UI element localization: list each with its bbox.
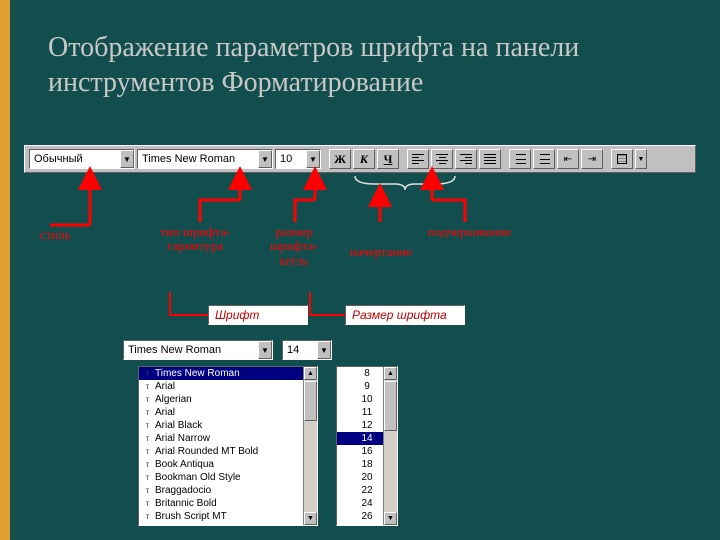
font-list-item-label: Arial Black bbox=[155, 419, 202, 432]
font-list-item[interactable]: ᴛBook Antiqua bbox=[139, 458, 317, 471]
size-list-item-label: 9 bbox=[364, 380, 370, 393]
size-combo-large-text: 14 bbox=[283, 344, 317, 356]
truetype-icon: ᴛ bbox=[143, 499, 152, 508]
scroll-thumb[interactable] bbox=[304, 381, 317, 421]
font-dropdown-list[interactable]: ᴛTimes New RomanᴛArialᴛAlgerianᴛArialᴛAr… bbox=[138, 366, 318, 526]
size-list-item-label: 26 bbox=[361, 510, 372, 523]
truetype-icon: ᴛ bbox=[143, 408, 152, 417]
truetype-icon: ᴛ bbox=[143, 382, 152, 391]
size-list-item-label: 8 bbox=[364, 367, 370, 380]
scrollbar[interactable]: ▲ ▼ bbox=[303, 367, 317, 525]
truetype-icon: ᴛ bbox=[143, 434, 152, 443]
scroll-up-button[interactable]: ▲ bbox=[384, 367, 397, 380]
scroll-down-button[interactable]: ▼ bbox=[384, 512, 397, 525]
size-list-item-label: 10 bbox=[361, 393, 372, 406]
callout-weight: начертание bbox=[350, 245, 412, 259]
truetype-icon: ᴛ bbox=[143, 473, 152, 482]
font-list-item-label: Arial bbox=[155, 406, 175, 419]
font-list-item[interactable]: ᴛBraggadocio bbox=[139, 484, 317, 497]
scroll-up-button[interactable]: ▲ bbox=[304, 367, 317, 380]
font-list-item[interactable]: ᴛArial Rounded MT Bold bbox=[139, 445, 317, 458]
font-list-item-label: Book Antiqua bbox=[155, 458, 214, 471]
font-combo-large-text: Times New Roman bbox=[124, 344, 258, 356]
chevron-down-icon[interactable]: ▼ bbox=[317, 341, 331, 359]
font-list-item[interactable]: ᴛArial bbox=[139, 380, 317, 393]
size-list-item-label: 24 bbox=[361, 497, 372, 510]
truetype-icon: ᴛ bbox=[143, 421, 152, 430]
font-list-item[interactable]: ᴛBritannic Bold bbox=[139, 497, 317, 510]
size-combo-large[interactable]: 14 ▼ bbox=[282, 340, 332, 360]
scroll-thumb[interactable] bbox=[384, 381, 397, 431]
font-list-item[interactable]: ᴛArial Black bbox=[139, 419, 317, 432]
font-list-item[interactable]: ᴛTimes New Roman bbox=[139, 367, 317, 380]
size-list-item-label: 16 bbox=[361, 445, 372, 458]
truetype-icon: ᴛ bbox=[143, 447, 152, 456]
truetype-icon: ᴛ bbox=[143, 395, 152, 404]
truetype-icon: ᴛ bbox=[143, 512, 152, 521]
scroll-down-button[interactable]: ▼ bbox=[304, 512, 317, 525]
size-label-box: Размер шрифта bbox=[345, 305, 465, 325]
size-list-item-label: 12 bbox=[361, 419, 372, 432]
font-list-item-label: Britannic Bold bbox=[155, 497, 217, 510]
size-list-item-label: 11 bbox=[362, 406, 372, 419]
font-list-item[interactable]: ᴛArial bbox=[139, 406, 317, 419]
font-list-item[interactable]: ᴛBrush Script MT bbox=[139, 510, 317, 523]
chevron-down-icon[interactable]: ▼ bbox=[258, 341, 272, 359]
font-list-item-label: Arial Rounded MT Bold bbox=[155, 445, 258, 458]
callout-size: размер шрифта- кегль bbox=[270, 225, 318, 268]
truetype-icon: ᴛ bbox=[143, 369, 152, 378]
size-list-item-label: 20 bbox=[361, 471, 372, 484]
callout-underline: подчеркивание bbox=[428, 225, 511, 239]
font-combo-large[interactable]: Times New Roman ▼ bbox=[123, 340, 273, 360]
font-list-item[interactable]: ᴛBookman Old Style bbox=[139, 471, 317, 484]
truetype-icon: ᴛ bbox=[143, 486, 152, 495]
font-label-box: Шрифт bbox=[208, 305, 308, 325]
font-list-item[interactable]: ᴛArial Narrow bbox=[139, 432, 317, 445]
callout-style: стиль bbox=[40, 228, 71, 242]
callout-font-type: тип шрифта- гарнитура bbox=[160, 225, 231, 254]
scrollbar[interactable]: ▲ ▼ bbox=[383, 367, 397, 525]
font-list-item-label: Braggadocio bbox=[155, 484, 211, 497]
font-list-item-label: Brush Script MT bbox=[155, 510, 227, 523]
size-list-item-label: 18 bbox=[361, 458, 372, 471]
font-list-item-label: Times New Roman bbox=[155, 367, 240, 380]
size-list-item-label: 22 bbox=[361, 484, 372, 497]
font-list-item-label: Arial bbox=[155, 380, 175, 393]
size-list-item-label: 14 bbox=[361, 432, 372, 445]
font-list-item-label: Arial Narrow bbox=[155, 432, 210, 445]
truetype-icon: ᴛ bbox=[143, 460, 152, 469]
font-list-item-label: Algerian bbox=[155, 393, 192, 406]
size-dropdown-list[interactable]: 8910111214161820222426 ▲ ▼ bbox=[336, 366, 398, 526]
font-list-item-label: Bookman Old Style bbox=[155, 471, 241, 484]
font-list-item[interactable]: ᴛAlgerian bbox=[139, 393, 317, 406]
